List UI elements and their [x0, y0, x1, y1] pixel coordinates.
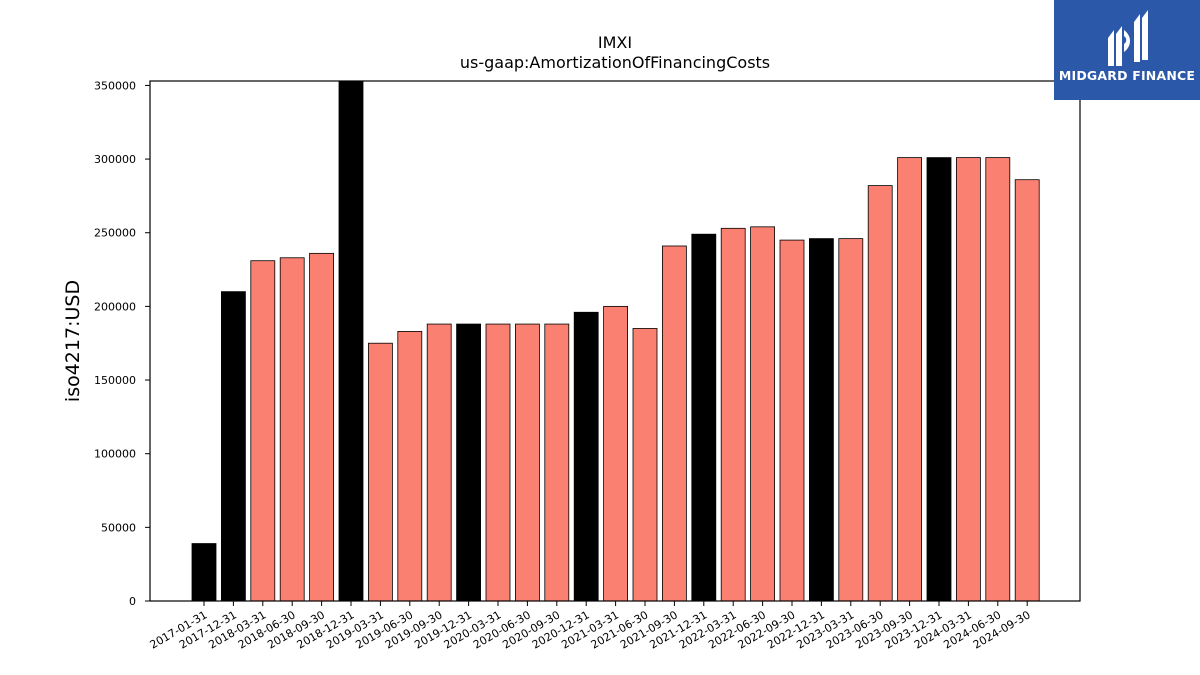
- bar: [926, 157, 952, 602]
- bar: [662, 245, 687, 602]
- chart-subtitle: us-gaap:AmortizationOfFinancingCosts: [459, 53, 771, 72]
- bar: [515, 323, 540, 602]
- midgard-finance-logo: MIDGARD FINANCE: [1054, 0, 1200, 100]
- bar: [897, 157, 922, 602]
- bar: [603, 305, 628, 602]
- y-tick-label: 0: [129, 595, 136, 608]
- bar: [544, 323, 570, 602]
- bar: [956, 157, 981, 602]
- bar: [456, 323, 482, 602]
- bar: [573, 311, 599, 602]
- bar: [426, 323, 452, 602]
- y-tick-label: 200000: [94, 300, 136, 313]
- y-tick-label: 100000: [94, 448, 136, 461]
- y-tick-label: 350000: [94, 79, 136, 92]
- bar: [838, 238, 864, 602]
- bar: [720, 227, 746, 602]
- bar: [250, 260, 276, 602]
- bar: [191, 543, 217, 602]
- y-axis-label: iso4217:USD: [62, 280, 84, 402]
- bar: [632, 328, 658, 602]
- bar: [367, 342, 393, 602]
- bar: [485, 323, 511, 602]
- y-tick-label: 50000: [101, 521, 136, 534]
- plot-frame: [149, 80, 1081, 602]
- bar: [779, 239, 805, 602]
- bar: [279, 257, 305, 602]
- bar: [750, 226, 775, 602]
- y-tick-label: 300000: [94, 153, 136, 166]
- bar: [867, 185, 893, 602]
- chart-title: IMXI: [597, 33, 633, 52]
- bar: [691, 233, 717, 602]
- midgard-logo-icon: [1108, 10, 1148, 66]
- bar: [985, 157, 1011, 602]
- y-tick-label: 150000: [94, 374, 136, 387]
- y-tick-label: 250000: [94, 227, 136, 240]
- logo-wordmark: MIDGARD FINANCE: [1058, 68, 1196, 83]
- bar: [309, 252, 335, 602]
- bar: [809, 238, 834, 602]
- bar: [397, 331, 423, 602]
- bar: [1014, 179, 1040, 602]
- bar: [220, 291, 246, 602]
- bar: [338, 80, 364, 602]
